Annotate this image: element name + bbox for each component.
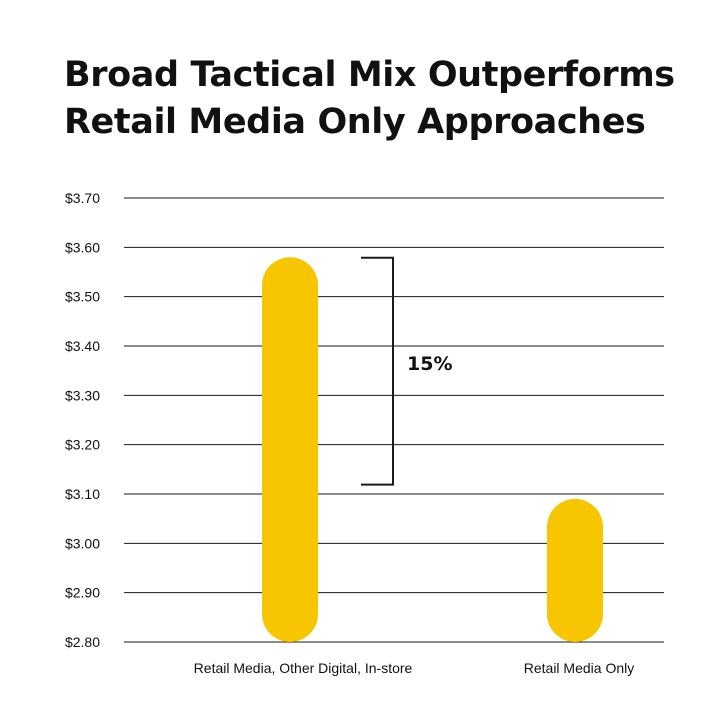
y-tick-label: $3.40 — [65, 338, 100, 354]
difference-annotation: 15% — [361, 256, 452, 486]
bars — [262, 257, 603, 642]
y-tick-label: $2.90 — [65, 585, 100, 601]
bar — [262, 257, 318, 642]
x-tick-label: Retail Media Only — [524, 660, 635, 676]
y-tick-label: $2.80 — [65, 634, 100, 650]
y-axis-ticks: $3.70 $3.60 $3.50 $3.40 $3.30 $3.20 $3.10 $3.00… — [65, 190, 100, 650]
y-tick-label: $3.20 — [65, 437, 100, 453]
y-tick-label: $3.50 — [65, 289, 100, 305]
x-tick-label: Retail Media, Other Digital, In-store — [194, 660, 413, 676]
bar — [547, 498, 603, 642]
chart-title: Broad Tactical Mix Outperforms Retail Me… — [64, 52, 704, 146]
x-axis-labels: Retail Media, Other Digital, In-store Ret… — [194, 660, 635, 676]
y-tick-label: $3.70 — [65, 190, 100, 206]
annotation-label: 15% — [407, 353, 452, 375]
y-tick-label: $3.00 — [65, 535, 100, 551]
y-tick-label: $3.30 — [65, 387, 100, 403]
annotation-bracket — [361, 256, 394, 486]
y-tick-label: $3.60 — [65, 239, 100, 255]
y-tick-label: $3.10 — [65, 486, 100, 502]
chart-title-line-2: Retail Media Only Approaches — [64, 102, 646, 142]
chart-title-line-1: Broad Tactical Mix Outperforms — [64, 55, 675, 95]
